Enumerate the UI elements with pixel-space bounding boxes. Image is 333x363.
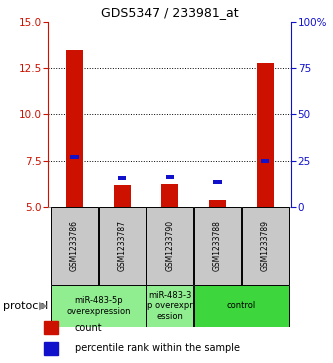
Text: miR-483-5p
overexpression: miR-483-5p overexpression	[66, 296, 131, 315]
Text: ▶: ▶	[39, 301, 47, 311]
Bar	[194, 207, 241, 285]
Bar	[242, 207, 288, 285]
Text: percentile rank within the sample: percentile rank within the sample	[75, 343, 240, 354]
Text: GSM1233789: GSM1233789	[261, 220, 270, 272]
Title: GDS5347 / 233981_at: GDS5347 / 233981_at	[101, 6, 239, 19]
Text: count: count	[75, 323, 103, 333]
Bar	[194, 285, 288, 327]
Bar	[70, 155, 79, 159]
Bar	[213, 180, 222, 184]
Bar	[261, 159, 269, 163]
Text: miR-483-3
p overexpr
ession: miR-483-3 p overexpr ession	[147, 291, 193, 321]
Text: control: control	[227, 301, 256, 310]
Bar	[66, 50, 83, 207]
Bar	[166, 175, 174, 179]
Bar	[118, 176, 127, 180]
Bar	[51, 207, 98, 285]
Text: protocol: protocol	[3, 301, 49, 311]
Bar	[209, 200, 226, 207]
Bar	[99, 207, 146, 285]
Bar	[114, 185, 131, 207]
Bar	[257, 62, 273, 207]
Text: GSM1233787: GSM1233787	[118, 220, 127, 272]
Bar	[162, 184, 178, 207]
Text: GSM1233786: GSM1233786	[70, 220, 79, 272]
Bar	[44, 342, 58, 355]
Text: GSM1233788: GSM1233788	[213, 220, 222, 272]
Bar	[51, 285, 146, 327]
Bar	[147, 207, 193, 285]
Bar	[147, 285, 193, 327]
Bar	[44, 321, 58, 334]
Text: GSM1233790: GSM1233790	[165, 220, 174, 272]
